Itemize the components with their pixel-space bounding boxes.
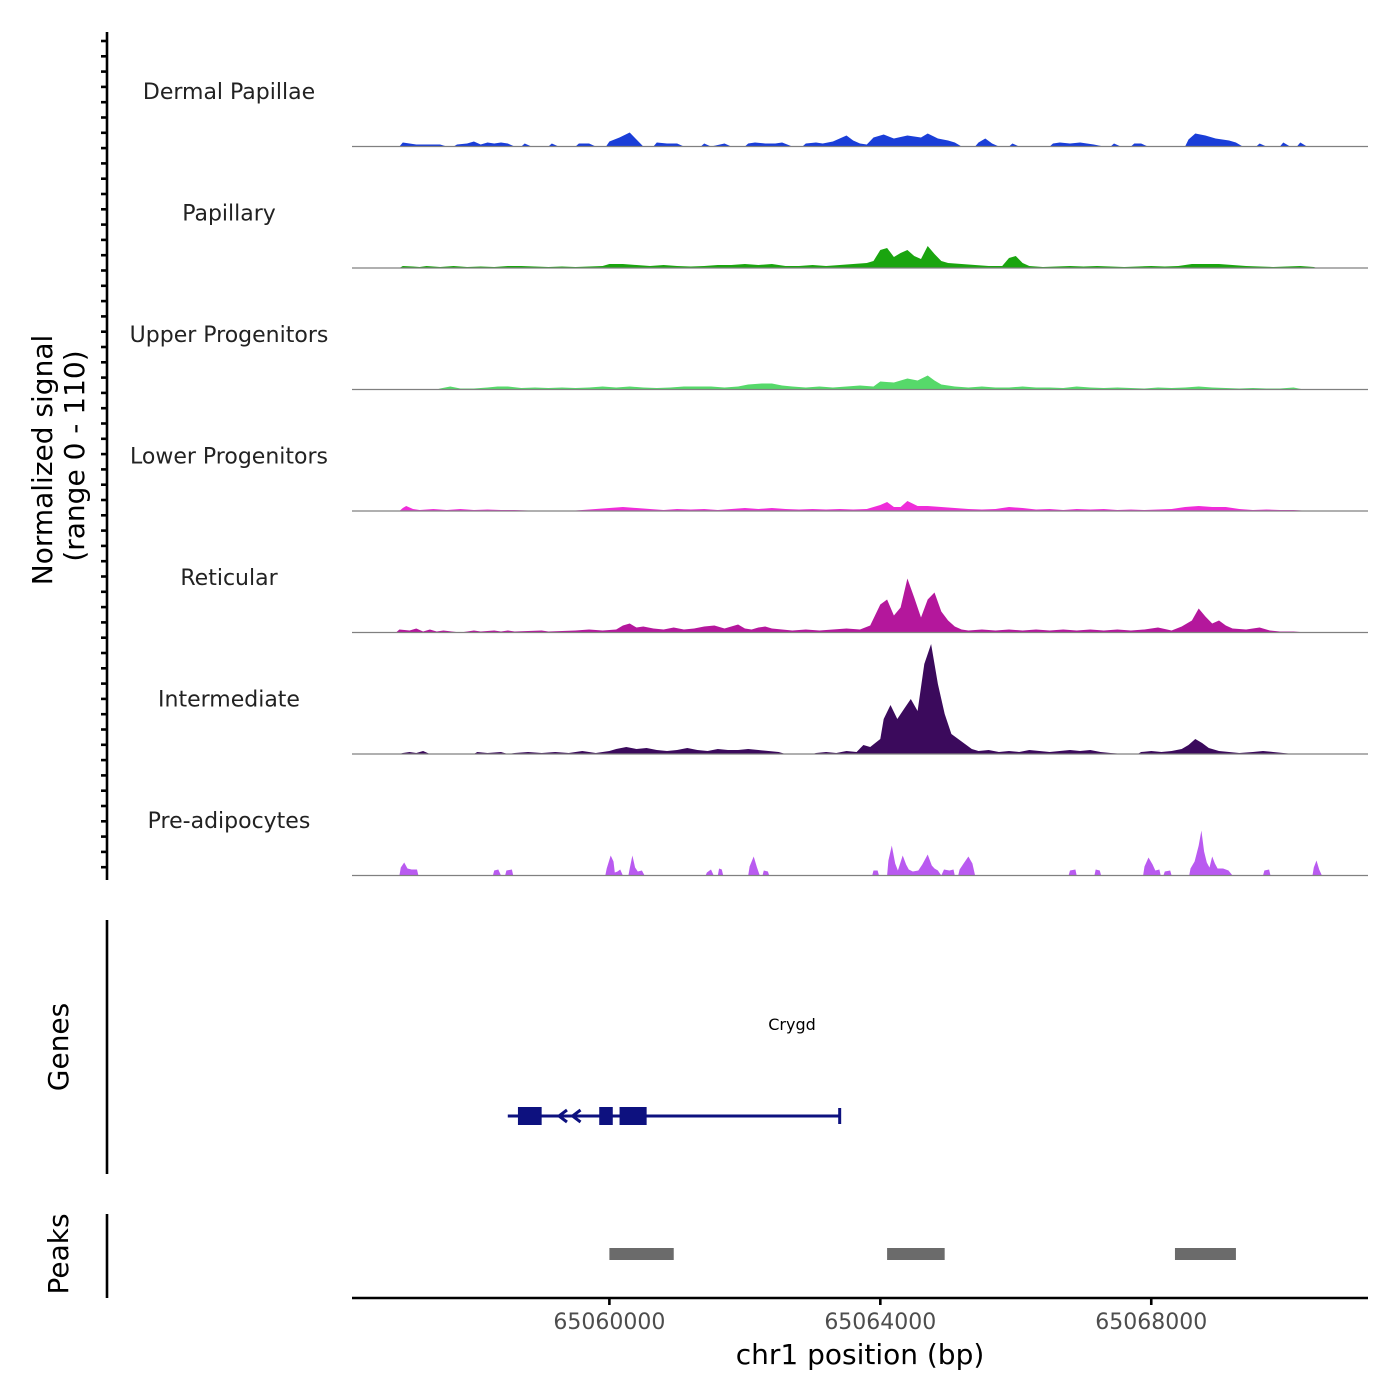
track-papillary: Papillary <box>182 202 1368 269</box>
track-pre-adipocytes: Pre-adipocytes <box>148 809 1368 877</box>
x-tick-label: 65064000 <box>824 1310 936 1335</box>
track-lower-progenitors: Lower Progenitors <box>130 445 1368 512</box>
coverage-area-intermediate <box>399 644 1294 754</box>
signal-y-axis-ticks <box>101 39 107 869</box>
track-label-upper-progenitors: Upper Progenitors <box>130 323 329 348</box>
track-intermediate: Intermediate <box>158 644 1368 755</box>
gene-exon <box>599 1107 613 1125</box>
x-axis: 65060000 65064000 65068000 chr1 position (… <box>352 1296 1368 1371</box>
track-label-pre-adipocytes: Pre-adipocytes <box>148 809 311 834</box>
x-tick-label: 65068000 <box>1095 1310 1207 1335</box>
peak-region <box>887 1248 945 1260</box>
coverage-area-reticular <box>396 578 1307 633</box>
genes-track-title: Genes <box>42 1003 75 1091</box>
track-dermal-papillae: Dermal Papillae <box>143 80 1368 148</box>
coverage-area-dermal-papillae <box>399 132 1307 147</box>
track-label-dermal-papillae: Dermal Papillae <box>143 80 315 105</box>
gene-label-crygd: Crygd <box>768 1015 816 1034</box>
track-label-intermediate: Intermediate <box>158 688 300 713</box>
signal-y-axis <box>101 32 109 880</box>
x-axis-ticks: 65060000 65064000 65068000 <box>553 1298 1207 1335</box>
signal-y-axis-title: Normalized signal <box>26 335 59 586</box>
genes-track: Genes Crygd <box>42 920 842 1174</box>
x-tick-label: 65060000 <box>553 1310 665 1335</box>
track-reticular: Reticular <box>180 566 1368 634</box>
strand-arrow <box>570 1108 582 1124</box>
gene-exon <box>517 1107 542 1125</box>
peaks-track: Peaks <box>42 1213 1236 1298</box>
peak-region <box>1174 1248 1236 1260</box>
peak-regions <box>609 1248 1236 1260</box>
x-axis-title: chr1 position (bp) <box>736 1338 985 1371</box>
coverage-tracks: Dermal Papillae Papillary Upper Progenitor… <box>130 80 1368 877</box>
coverage-area-upper-progenitors <box>436 375 1304 390</box>
track-upper-progenitors: Upper Progenitors <box>130 323 1368 391</box>
coverage-area-pre-adipocytes <box>399 830 1322 876</box>
track-label-lower-progenitors: Lower Progenitors <box>130 445 328 470</box>
gene-exon <box>619 1107 647 1125</box>
gene-model-crygd <box>507 1107 842 1125</box>
coverage-area-papillary <box>399 246 1318 268</box>
strand-arrow <box>556 1108 568 1124</box>
peaks-track-title: Peaks <box>42 1213 75 1294</box>
signal-y-axis-range: (range 0 - 110) <box>58 350 91 561</box>
peak-region <box>609 1248 674 1260</box>
track-label-reticular: Reticular <box>180 566 278 591</box>
track-label-papillary: Papillary <box>182 202 276 227</box>
coverage-area-lower-progenitors <box>399 501 1311 511</box>
